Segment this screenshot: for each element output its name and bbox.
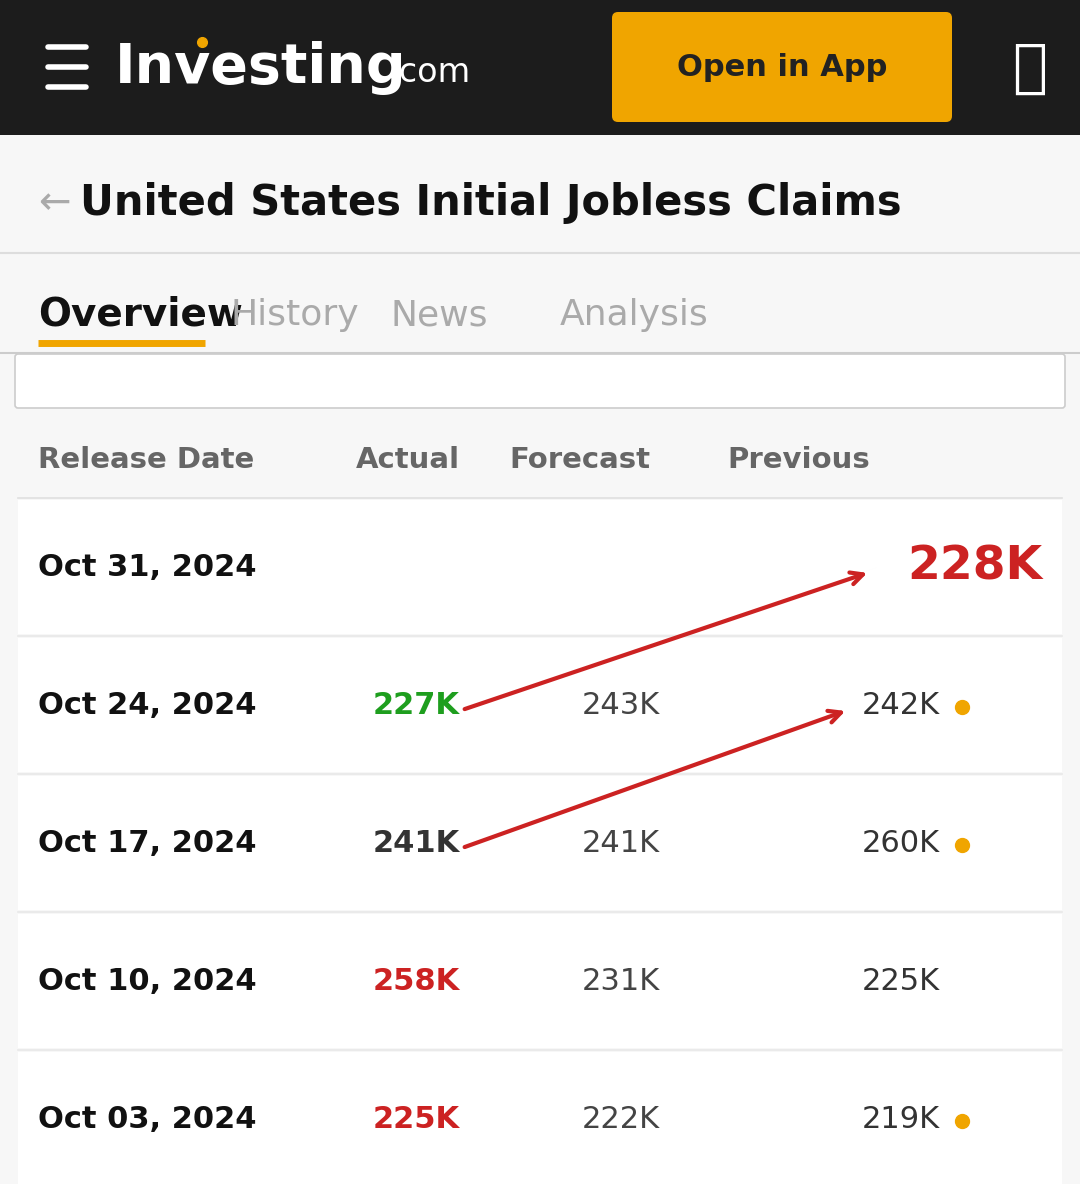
Text: 222K: 222K xyxy=(582,1105,660,1133)
Text: Release Date: Release Date xyxy=(38,446,254,474)
Text: Open in App: Open in App xyxy=(677,52,887,82)
Text: Investing: Investing xyxy=(114,41,407,95)
Text: 242K: 242K xyxy=(862,690,940,720)
FancyBboxPatch shape xyxy=(15,354,1065,408)
Text: 260K: 260K xyxy=(862,829,940,857)
Bar xyxy=(18,776,1062,910)
Text: Analysis: Analysis xyxy=(561,298,708,332)
Text: .com: .com xyxy=(388,56,470,89)
Text: Overview: Overview xyxy=(38,296,243,334)
Text: 241K: 241K xyxy=(373,829,460,857)
Text: Forecast: Forecast xyxy=(509,446,650,474)
FancyBboxPatch shape xyxy=(612,12,951,122)
Text: Oct 03, 2024: Oct 03, 2024 xyxy=(38,1105,257,1133)
Text: Oct 31, 2024: Oct 31, 2024 xyxy=(38,553,257,581)
Text: Oct 24, 2024: Oct 24, 2024 xyxy=(38,690,257,720)
Text: ⌕: ⌕ xyxy=(1013,39,1048,97)
Text: Previous: Previous xyxy=(727,446,870,474)
Text: 227K: 227K xyxy=(373,690,460,720)
Text: History: History xyxy=(230,298,359,332)
Text: Oct 17, 2024: Oct 17, 2024 xyxy=(38,829,257,857)
Text: 241K: 241K xyxy=(582,829,660,857)
Text: United States Initial Jobless Claims: United States Initial Jobless Claims xyxy=(80,182,902,224)
Bar xyxy=(18,500,1062,633)
Text: 243K: 243K xyxy=(582,690,660,720)
Bar xyxy=(0,0,1080,135)
Bar xyxy=(18,638,1062,772)
Text: 231K: 231K xyxy=(582,966,660,996)
Bar xyxy=(0,135,1080,1184)
Text: 225K: 225K xyxy=(862,966,940,996)
Text: Oct 10, 2024: Oct 10, 2024 xyxy=(38,966,257,996)
Text: 225K: 225K xyxy=(373,1105,460,1133)
Text: Actual: Actual xyxy=(356,446,460,474)
Text: News: News xyxy=(390,298,487,332)
Text: 258K: 258K xyxy=(373,966,460,996)
Bar xyxy=(18,1053,1062,1184)
Bar xyxy=(18,914,1062,1048)
Text: 228K: 228K xyxy=(907,545,1042,590)
Text: ←: ← xyxy=(38,184,70,223)
Bar xyxy=(0,135,1080,1184)
Text: 219K: 219K xyxy=(862,1105,940,1133)
